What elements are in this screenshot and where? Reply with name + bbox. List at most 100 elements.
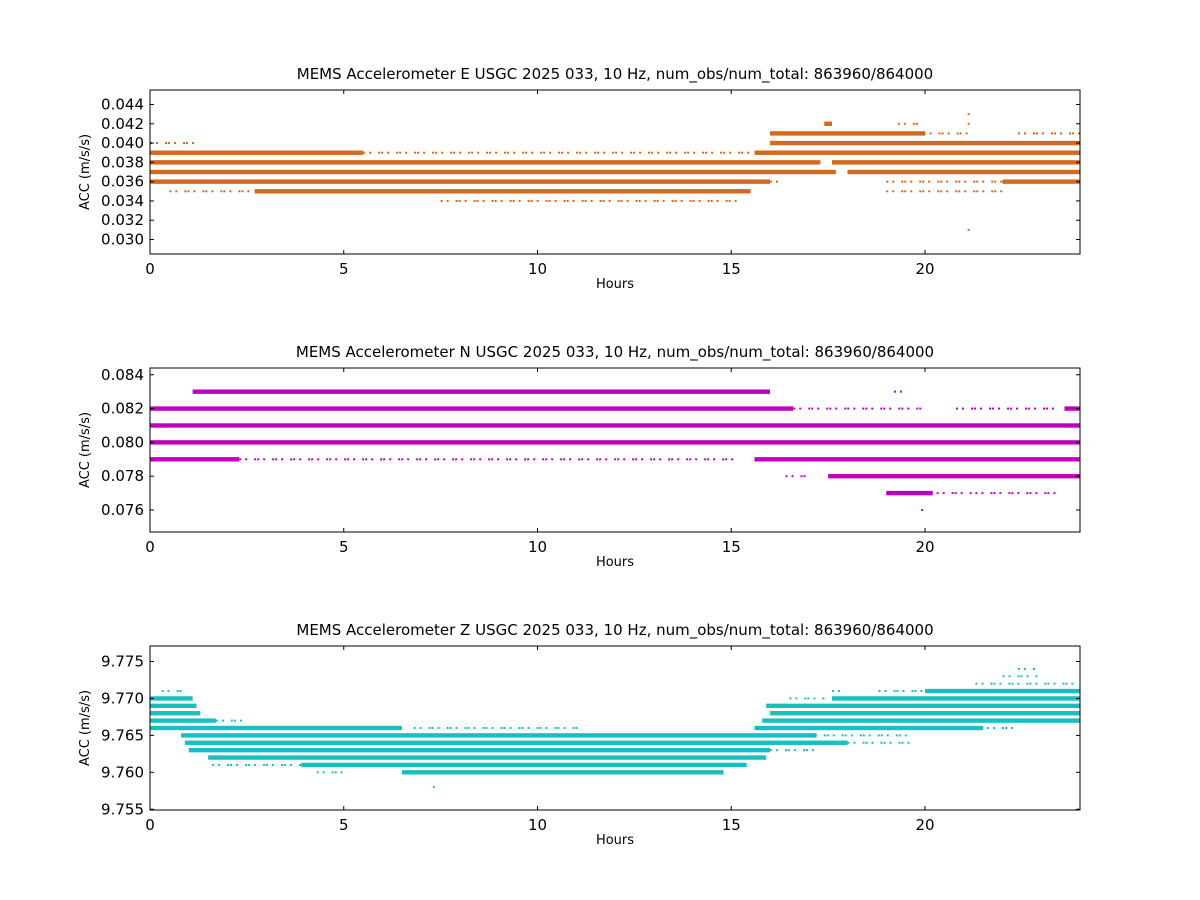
data-point: [835, 407, 838, 410]
data-point: [239, 458, 242, 461]
x-tick-label: 20: [915, 260, 934, 278]
data-point: [272, 458, 275, 461]
data-point: [626, 199, 629, 202]
data-point: [937, 180, 940, 183]
data-point: [1054, 132, 1056, 135]
data-band: [150, 423, 1080, 428]
data-point: [657, 151, 660, 154]
data-point: [674, 199, 677, 202]
y-axis-label: ACC (m/s/s): [78, 412, 93, 488]
data-point: [486, 151, 489, 154]
data-point: [399, 151, 402, 154]
data-point: [473, 199, 476, 202]
data-point: [524, 458, 527, 461]
data-point: [898, 741, 901, 744]
data-point: [419, 727, 422, 729]
data-point: [169, 190, 172, 193]
data-point: [907, 407, 910, 410]
chart-title: MEMS Accelerometer E USGC 2025 033, 10 H…: [297, 65, 933, 84]
data-point: [776, 749, 778, 752]
data-point: [522, 151, 525, 154]
data-point: [174, 142, 176, 145]
data-point: [437, 727, 440, 729]
data-point: [897, 122, 900, 125]
data-point: [896, 690, 899, 693]
data-point: [347, 458, 350, 461]
data-point: [800, 475, 803, 478]
data-point: [905, 132, 908, 135]
data-point: [446, 199, 449, 202]
data-point: [904, 180, 907, 183]
x-tick-label: 15: [722, 260, 741, 278]
data-point: [491, 727, 494, 729]
data-point: [695, 458, 698, 461]
data-point: [659, 458, 662, 461]
data-point: [770, 749, 772, 752]
data-point: [725, 199, 728, 202]
data-point: [509, 199, 512, 202]
data-point: [539, 727, 542, 729]
x-tick-label: 20: [915, 816, 934, 834]
data-point: [563, 727, 566, 729]
data-point: [567, 151, 570, 154]
data-point: [785, 475, 788, 478]
data-point: [506, 458, 509, 461]
data-point: [233, 719, 236, 722]
data-point: [507, 151, 510, 154]
data-point: [322, 771, 325, 774]
data-point: [353, 458, 356, 461]
data-point: [512, 199, 515, 202]
data-point: [620, 199, 623, 202]
data-point: [215, 719, 218, 722]
data-point: [817, 407, 820, 410]
data-point: [884, 690, 887, 693]
data-point: [1062, 682, 1065, 685]
data-point: [710, 199, 713, 202]
data-point: [623, 458, 626, 461]
data-point: [464, 727, 467, 729]
data-point: [311, 458, 314, 461]
data-point: [973, 180, 976, 183]
data-point: [901, 180, 904, 183]
data-point: [1026, 492, 1029, 495]
data-point: [811, 407, 814, 410]
data-point: [599, 458, 602, 461]
data-point: [247, 190, 250, 193]
data-point: [482, 727, 485, 729]
data-point: [826, 734, 829, 737]
data-point: [822, 697, 825, 700]
data-point: [331, 771, 334, 774]
data-point: [980, 407, 982, 410]
data-point: [1051, 132, 1053, 135]
data-point: [518, 199, 521, 202]
y-axis-label: ACC (m/s/s): [78, 690, 93, 766]
data-point: [184, 190, 187, 193]
data-point: [477, 151, 480, 154]
data-point: [156, 142, 158, 145]
data-point: [1016, 407, 1018, 410]
data-point: [812, 749, 814, 752]
data-marks: [150, 667, 1080, 789]
data-band: [150, 440, 1080, 445]
data-point: [587, 458, 590, 461]
data-point: [396, 151, 399, 154]
chart-panel-n: MEMS Accelerometer N USGC 2025 033, 10 H…: [78, 343, 1081, 570]
data-band: [824, 121, 832, 126]
data-point: [223, 190, 226, 193]
data-point: [423, 151, 426, 154]
data-point: [581, 458, 584, 461]
chart-panel-z: MEMS Accelerometer Z USGC 2025 033, 10 H…: [78, 621, 1081, 848]
data-point: [832, 690, 834, 693]
data-point: [187, 190, 190, 193]
data-point: [741, 151, 744, 154]
data-point: [910, 180, 913, 183]
data-band: [150, 457, 240, 462]
data-point: [227, 763, 229, 766]
data-band: [754, 150, 1080, 155]
data-point: [1026, 675, 1029, 678]
data-point: [605, 458, 608, 461]
data-point: [558, 151, 561, 154]
data-point: [920, 690, 923, 693]
data-point: [491, 458, 494, 461]
data-point: [1029, 682, 1032, 685]
